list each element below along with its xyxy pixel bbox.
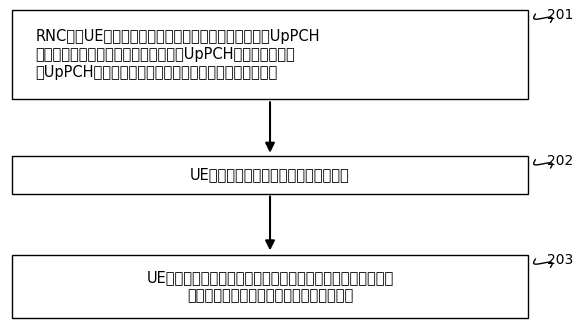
- Text: 201: 201: [548, 8, 573, 22]
- Bar: [12, 10, 528, 99]
- Text: UE根据接收到的切换命令进行小区切换: UE根据接收到的切换命令进行小区切换: [190, 167, 350, 182]
- Text: RNC向该UE发送切换命令，其中携带有用于上行同步的UpPCH: RNC向该UE发送切换命令，其中携带有用于上行同步的UpPCH: [35, 29, 320, 44]
- Bar: [12, 156, 528, 194]
- Text: 位置信息（主频点和辅频点的上行同步UpPCH位置相同），在: 位置信息（主频点和辅频点的上行同步UpPCH位置相同），在: [35, 47, 295, 62]
- Text: 在目标小区主频点和辅频点上进行上行同步: 在目标小区主频点和辅频点上进行上行同步: [187, 288, 353, 303]
- Text: 202: 202: [548, 154, 573, 168]
- Text: 203: 203: [548, 253, 573, 267]
- Bar: [12, 255, 528, 318]
- Text: UE切换到目标小区后，根据接收到的切换命令中携带的信息，: UE切换到目标小区后，根据接收到的切换命令中携带的信息，: [146, 270, 394, 285]
- Text: 该UpPCH位置上，主频点和辅频点的干扰均小于设定阈值: 该UpPCH位置上，主频点和辅频点的干扰均小于设定阈值: [35, 65, 278, 80]
